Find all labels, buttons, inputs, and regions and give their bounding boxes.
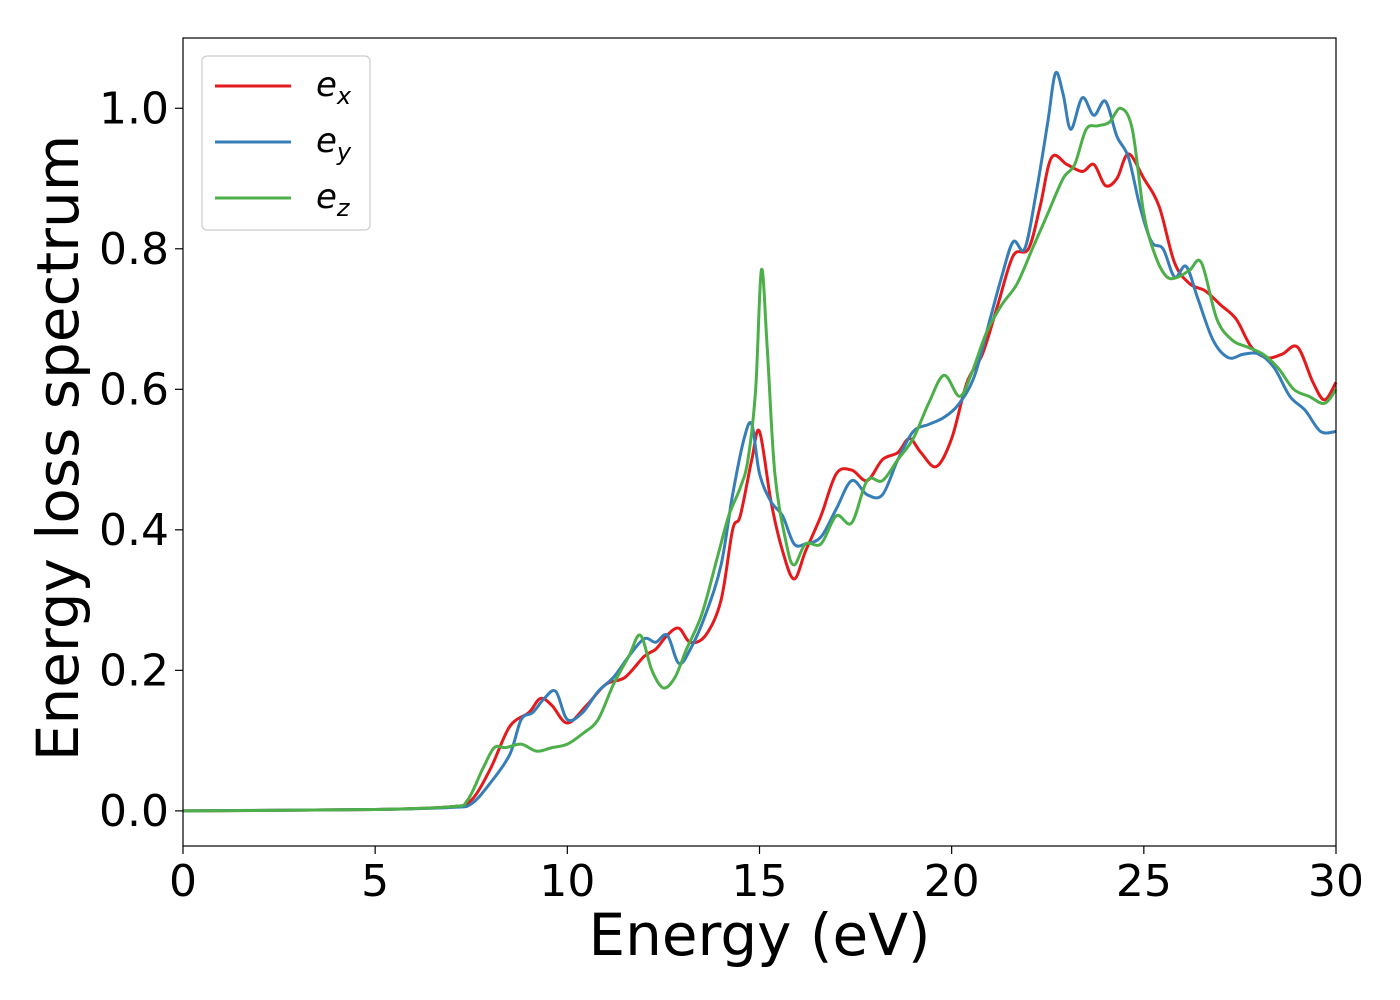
legend-label-z: ez	[316, 177, 351, 222]
y-tick-label: 0.6	[99, 364, 169, 415]
x-tick-label: 10	[539, 856, 595, 907]
legend-label-y: ey	[316, 121, 352, 166]
x-axis-ticks: 0 5 10 15 20 25 30	[169, 846, 1364, 907]
y-tick-label: 0.2	[99, 645, 169, 696]
x-tick-label: 0	[169, 856, 197, 907]
x-tick-label: 20	[924, 856, 980, 907]
series-lines	[182, 70, 1338, 813]
x-tick-label: 15	[732, 856, 788, 907]
legend: ex ey ez	[201, 55, 371, 231]
y-axis-ticks: 0.0 0.2 0.4 0.6 0.8 1.0	[99, 83, 183, 837]
series-line-e-y	[182, 70, 1337, 813]
y-tick-label: 0.8	[99, 224, 169, 275]
series-line-e-z	[182, 106, 1338, 813]
y-axis-label: Energy loss spectrum	[24, 135, 92, 761]
x-tick-label: 5	[361, 856, 389, 907]
x-axis-label: Energy (eV)	[588, 901, 930, 969]
x-tick-label: 30	[1308, 856, 1364, 907]
legend-label-x: ex	[316, 65, 352, 110]
y-tick-label: 0.0	[99, 786, 169, 837]
x-tick-label: 25	[1116, 856, 1172, 907]
y-tick-label: 0.4	[99, 505, 169, 556]
y-tick-label: 1.0	[99, 83, 169, 134]
series-line-e-x	[182, 152, 1338, 813]
